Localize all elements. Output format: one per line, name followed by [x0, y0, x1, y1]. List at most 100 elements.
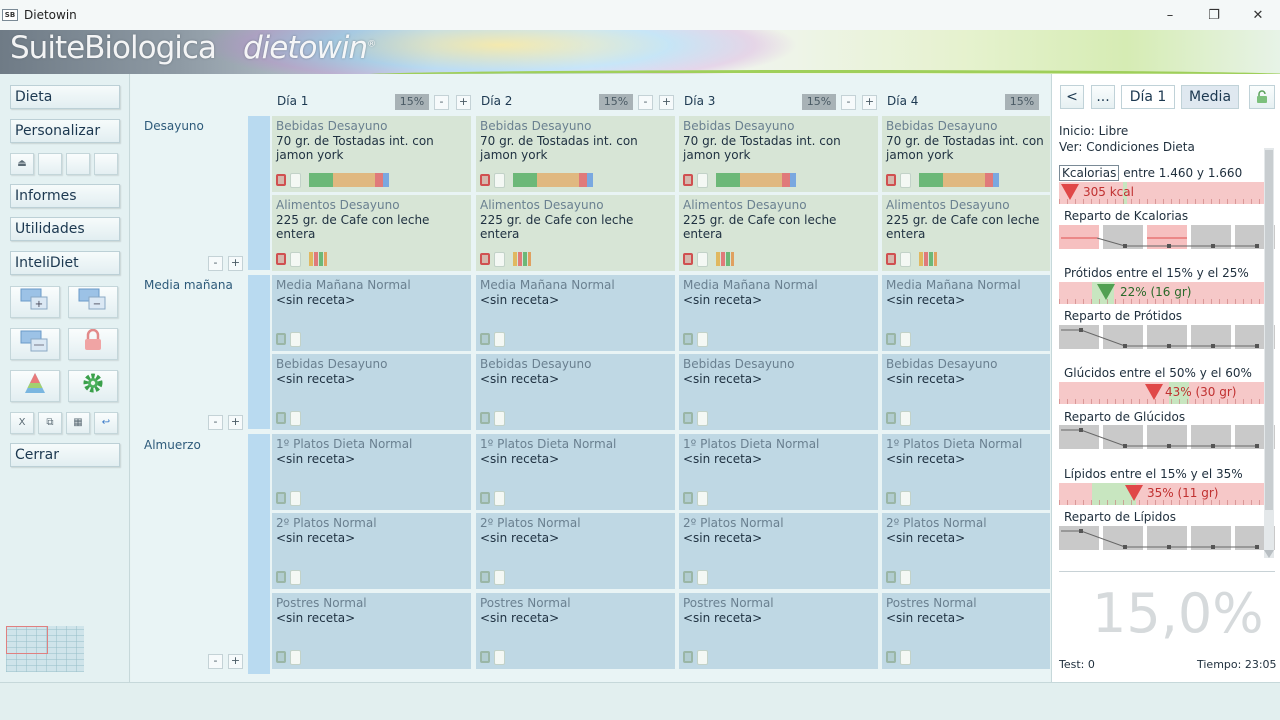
- day-plus-button[interactable]: +: [456, 95, 471, 110]
- lock-icon[interactable]: [683, 412, 693, 424]
- meal-slot[interactable]: 2º Platos Normal <sin receta>: [476, 513, 675, 589]
- document-icon[interactable]: [494, 490, 505, 506]
- lock-icon[interactable]: [683, 651, 693, 663]
- lock-icon[interactable]: [480, 651, 490, 663]
- copy-icon[interactable]: ⧉: [38, 412, 62, 434]
- lock-icon[interactable]: [68, 328, 118, 360]
- meal-slot[interactable]: Bebidas Desayuno 70 gr. de Tostadas int. …: [679, 116, 878, 192]
- document-icon[interactable]: [900, 331, 911, 347]
- personalizar-button[interactable]: Personalizar: [10, 119, 120, 143]
- meal-slot[interactable]: 2º Platos Normal <sin receta>: [679, 513, 878, 589]
- lock-icon[interactable]: [683, 571, 693, 583]
- utilidades-button[interactable]: Utilidades: [10, 217, 120, 241]
- row-selector-strip[interactable]: [248, 434, 270, 674]
- lock-icon[interactable]: [276, 253, 286, 265]
- table-icon[interactable]: [10, 328, 60, 360]
- week-overview-thumbnail[interactable]: [6, 626, 84, 672]
- group-minus-button[interactable]: -: [208, 256, 223, 271]
- day-header-4[interactable]: Día 4: [887, 94, 919, 108]
- document-icon[interactable]: [494, 649, 505, 665]
- meal-slot[interactable]: Bebidas Desayuno 70 gr. de Tostadas int. …: [476, 116, 675, 192]
- document-icon[interactable]: [900, 649, 911, 665]
- day-header-3[interactable]: Día 3: [684, 94, 716, 108]
- document-icon[interactable]: [494, 331, 505, 347]
- blank-icon[interactable]: [38, 153, 62, 175]
- lock-icon[interactable]: [683, 333, 693, 345]
- meal-slot[interactable]: 1º Platos Dieta Normal <sin receta>: [679, 434, 878, 510]
- lock-icon[interactable]: [886, 651, 896, 663]
- group-plus-button[interactable]: +: [228, 256, 243, 271]
- blank-icon[interactable]: [94, 153, 118, 175]
- prev-day-button[interactable]: <: [1060, 85, 1084, 109]
- meal-slot[interactable]: Alimentos Desayuno 225 gr. de Cafe con le…: [882, 195, 1050, 271]
- document-icon[interactable]: [494, 569, 505, 585]
- row-selector-strip[interactable]: [248, 275, 270, 429]
- lock-icon[interactable]: [480, 333, 490, 345]
- meal-slot[interactable]: Alimentos Desayuno 225 gr. de Cafe con le…: [679, 195, 878, 271]
- document-icon[interactable]: [290, 490, 301, 506]
- lock-icon[interactable]: [276, 492, 286, 504]
- lock-icon[interactable]: [886, 174, 896, 186]
- panel-scrollbar[interactable]: [1264, 148, 1274, 558]
- lock-icon[interactable]: [480, 174, 490, 186]
- document-icon[interactable]: [900, 410, 911, 426]
- lock-icon[interactable]: [480, 571, 490, 583]
- lock-icon[interactable]: [886, 571, 896, 583]
- cut-icon[interactable]: X: [10, 412, 34, 434]
- meal-slot[interactable]: Media Mañana Normal <sin receta>: [272, 275, 471, 351]
- meal-slot[interactable]: Bebidas Desayuno <sin receta>: [476, 354, 675, 430]
- meal-slot[interactable]: Media Mañana Normal <sin receta>: [882, 275, 1050, 351]
- document-icon[interactable]: [290, 649, 301, 665]
- meal-slot[interactable]: Bebidas Desayuno <sin receta>: [882, 354, 1050, 430]
- lock-icon[interactable]: [886, 492, 896, 504]
- day-minus-button[interactable]: -: [434, 95, 449, 110]
- print-icon[interactable]: ⏏: [10, 153, 34, 175]
- document-icon[interactable]: [290, 331, 301, 347]
- document-icon[interactable]: [697, 172, 708, 188]
- meal-slot[interactable]: 2º Platos Normal <sin receta>: [272, 513, 471, 589]
- meal-slot[interactable]: Bebidas Desayuno <sin receta>: [272, 354, 471, 430]
- meal-slot[interactable]: Media Mañana Normal <sin receta>: [476, 275, 675, 351]
- day-minus-button[interactable]: -: [841, 95, 856, 110]
- remove-day-icon[interactable]: −: [68, 286, 118, 318]
- lock-icon[interactable]: [276, 333, 286, 345]
- blank-icon[interactable]: [66, 153, 90, 175]
- meal-slot[interactable]: 1º Platos Dieta Normal <sin receta>: [476, 434, 675, 510]
- meal-slot[interactable]: Bebidas Desayuno <sin receta>: [679, 354, 878, 430]
- document-icon[interactable]: [697, 490, 708, 506]
- intelidiet-button[interactable]: InteliDiet: [10, 251, 120, 275]
- mode-media-button[interactable]: Media: [1181, 85, 1239, 109]
- document-icon[interactable]: [900, 172, 911, 188]
- scrollbar-thumb[interactable]: [1265, 150, 1273, 510]
- document-icon[interactable]: [494, 251, 505, 267]
- document-icon[interactable]: [290, 569, 301, 585]
- meal-slot[interactable]: Alimentos Desayuno 225 gr. de Cafe con le…: [272, 195, 471, 271]
- row-selector-strip[interactable]: [248, 116, 270, 270]
- meal-slot[interactable]: Postres Normal <sin receta>: [679, 593, 878, 669]
- document-icon[interactable]: [494, 172, 505, 188]
- document-icon[interactable]: [900, 569, 911, 585]
- pyramid-icon[interactable]: [10, 370, 60, 402]
- meal-slot[interactable]: Alimentos Desayuno 225 gr. de Cafe con le…: [476, 195, 675, 271]
- add-day-icon[interactable]: +: [10, 286, 60, 318]
- document-icon[interactable]: [900, 490, 911, 506]
- document-icon[interactable]: [697, 251, 708, 267]
- ver-link[interactable]: Ver: Condiciones Dieta: [1059, 140, 1195, 154]
- group-minus-button[interactable]: -: [208, 654, 223, 669]
- lock-icon[interactable]: [886, 412, 896, 424]
- day-header-2[interactable]: Día 2: [481, 94, 513, 108]
- lock-icon[interactable]: [480, 492, 490, 504]
- document-icon[interactable]: [494, 410, 505, 426]
- paste-icon[interactable]: ▦: [66, 412, 90, 434]
- scroll-down-icon[interactable]: [1264, 550, 1274, 558]
- undo-icon[interactable]: ↩: [94, 412, 118, 434]
- meal-slot[interactable]: Postres Normal <sin receta>: [882, 593, 1050, 669]
- document-icon[interactable]: [900, 251, 911, 267]
- document-icon[interactable]: [697, 410, 708, 426]
- day-header-1[interactable]: Día 1: [277, 94, 309, 108]
- maximize-button[interactable]: ❐: [1208, 7, 1220, 23]
- lock-icon[interactable]: [480, 253, 490, 265]
- lock-icon[interactable]: [276, 651, 286, 663]
- document-icon[interactable]: [697, 649, 708, 665]
- meal-slot[interactable]: 1º Platos Dieta Normal <sin receta>: [272, 434, 471, 510]
